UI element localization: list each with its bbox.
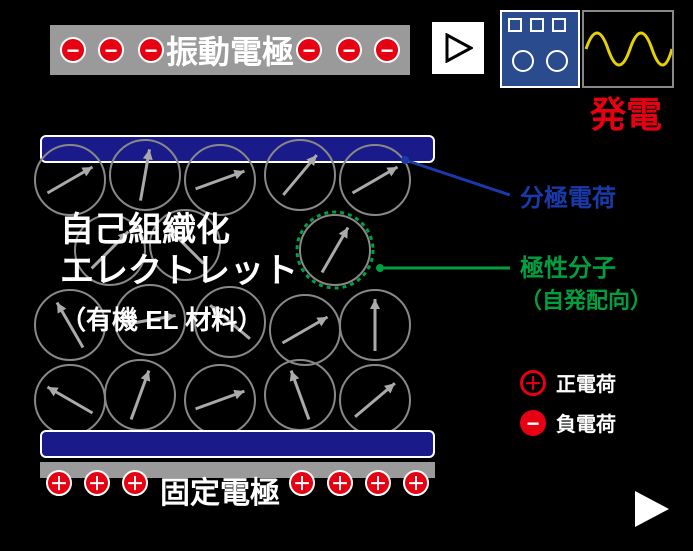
- legend-neg: − 負電荷: [520, 408, 616, 437]
- legend-neg-label: 負電荷: [556, 408, 616, 437]
- play-icon[interactable]: [629, 487, 673, 531]
- legend-pos-label: 正電荷: [556, 368, 616, 397]
- legend-neg-icon: −: [520, 410, 546, 436]
- callout-polar-molecule-label: 極性分子: [520, 248, 652, 283]
- callout-polar-molecule: 極性分子 （自発配向）: [520, 248, 652, 315]
- legend-pos-icon: ＋: [520, 370, 546, 396]
- callout-polar-charge: 分極電荷: [520, 178, 616, 213]
- callout-polar-molecule-sub: （自発配向）: [520, 283, 652, 315]
- legend-pos: ＋ 正電荷: [520, 368, 616, 397]
